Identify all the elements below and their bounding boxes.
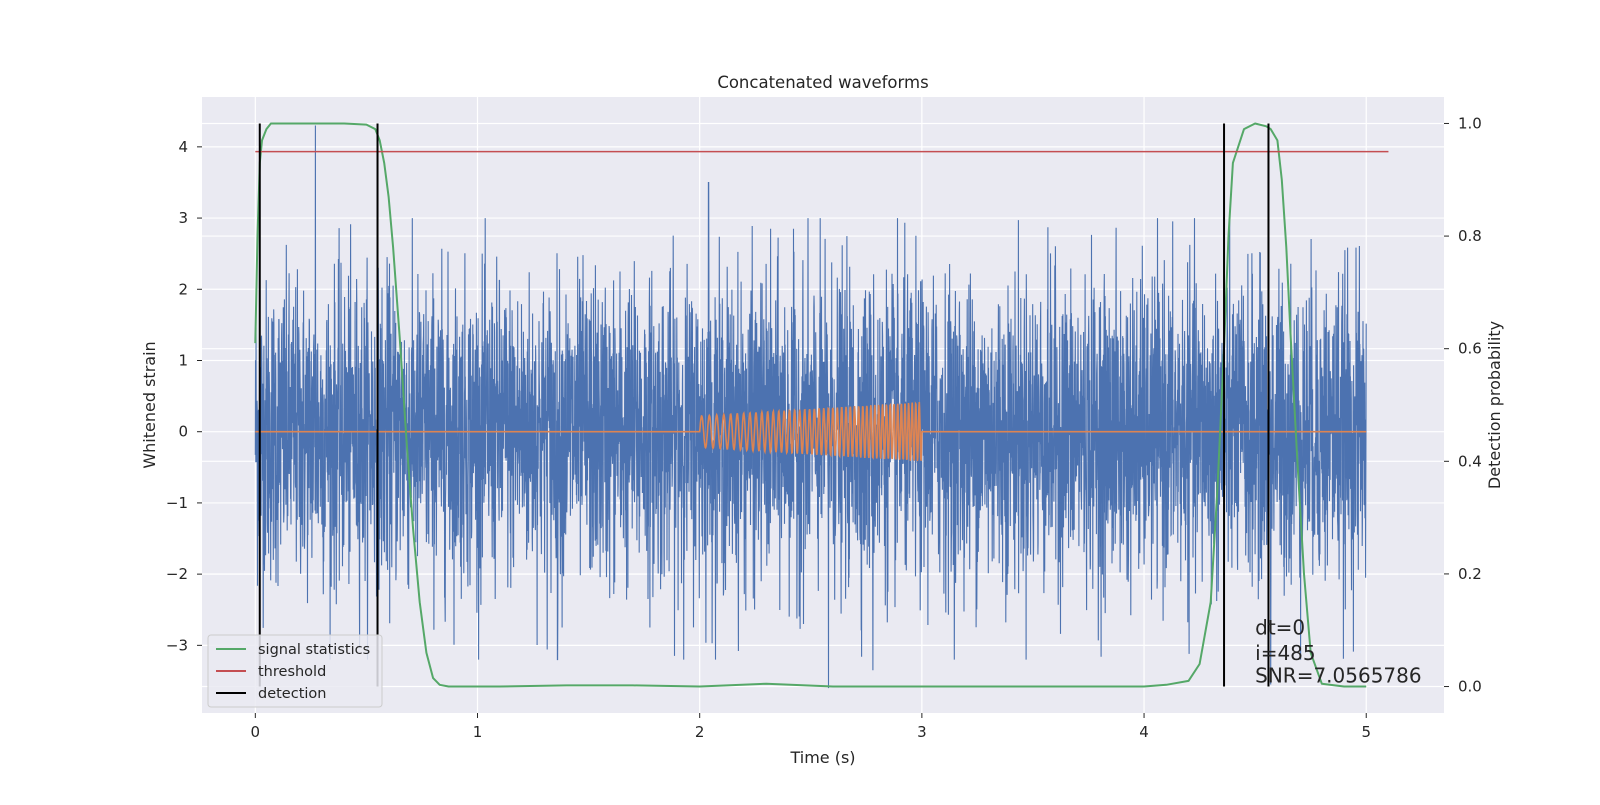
- y-axis-label: Whitened strain: [140, 341, 159, 468]
- chart-title: Concatenated waveforms: [717, 73, 928, 92]
- series-layer: [254, 122, 1389, 689]
- y2-tick-label-1: 0.2: [1458, 565, 1482, 583]
- y2-tick-label-4: 0.8: [1458, 227, 1482, 245]
- x-tick-label-1: 1: [473, 723, 483, 741]
- y-tick-label-3: 0: [178, 423, 188, 441]
- y2-tick-label-3: 0.6: [1458, 340, 1482, 358]
- noise-series-line: [254, 125, 1367, 689]
- legend-frame: [207, 634, 383, 708]
- y-tick-label-4: 1: [178, 351, 188, 369]
- x-tick-label-5: 5: [1361, 723, 1371, 741]
- y-tick-label-7: 4: [178, 138, 188, 156]
- y-tick-label-6: 3: [178, 209, 188, 227]
- y-tick-label-1: −2: [166, 565, 188, 583]
- annotation-text-2: SNR=7.0565786: [1255, 663, 1421, 687]
- y-tick-label-2: −1: [166, 494, 188, 512]
- legend: signal statistics threshold detection: [207, 634, 383, 708]
- y2-tick-label-5: 1.0: [1458, 114, 1482, 132]
- template-series-line: [255, 401, 1367, 462]
- y-tick-label-5: 2: [178, 280, 188, 298]
- x-tick-label-0: 0: [251, 723, 261, 741]
- legend-label-1: threshold: [258, 664, 326, 680]
- x-tick-label-3: 3: [917, 723, 927, 741]
- signal-statistics-line: [254, 122, 1367, 688]
- x-tick-label-4: 4: [1139, 723, 1149, 741]
- legend-label-0: signal statistics: [258, 642, 370, 658]
- x-axis-label: Time (s): [789, 748, 855, 767]
- legend-label-2: detection: [258, 686, 326, 702]
- ticks-layer: 0 1 2 3 4 5 −3 −2 −1 0 1 2 3 4 0.0 0.2 0.4 0.6 0.8 1.0: [166, 114, 1482, 741]
- x-tick-label-2: 2: [695, 723, 705, 741]
- y2-axis-label: Detection probability: [1485, 321, 1504, 489]
- y-tick-label-0: −3: [166, 636, 188, 654]
- annotation-text-0: dt=0: [1255, 615, 1305, 639]
- annotation-text-1: i=485: [1255, 641, 1316, 665]
- y2-tick-label-0: 0.0: [1458, 678, 1482, 696]
- y2-tick-label-2: 0.4: [1458, 452, 1482, 470]
